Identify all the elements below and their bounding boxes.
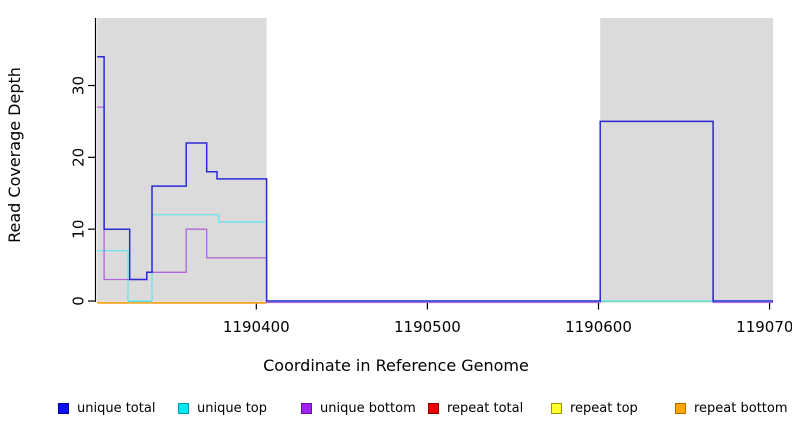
legend-label: repeat top bbox=[570, 400, 638, 416]
x-tick-label: 1190400 bbox=[223, 318, 290, 336]
x-axis-title: Coordinate in Reference Genome bbox=[263, 356, 529, 375]
legend-item-unique-top: unique top bbox=[178, 398, 267, 418]
y-tick-label: 30 bbox=[70, 76, 88, 95]
legend-swatch-icon bbox=[58, 402, 69, 414]
legend-label: repeat bottom bbox=[694, 400, 788, 416]
y-axis-title-text: Read Coverage Depth bbox=[4, 67, 24, 243]
legend-item-unique-bottom: unique bottom bbox=[301, 398, 416, 418]
y-tick-label: 0 bbox=[70, 296, 88, 306]
legend-swatch-icon bbox=[551, 402, 562, 414]
x-tick-label: 1190600 bbox=[565, 318, 632, 336]
legend-item-repeat-bottom: repeat bottom bbox=[675, 398, 788, 418]
y-tick-label: 20 bbox=[70, 148, 88, 167]
repeat-region-right bbox=[600, 18, 773, 302]
legend-label: unique bottom bbox=[320, 400, 416, 416]
series-unique-total bbox=[97, 56, 773, 302]
legend: unique total unique top unique bottom repea… bbox=[0, 398, 792, 424]
x-tick-label: 1190500 bbox=[394, 318, 461, 336]
legend-label: repeat total bbox=[447, 400, 524, 416]
legend-swatch-icon bbox=[675, 402, 686, 414]
x-tick-label: 1190700 bbox=[736, 318, 792, 336]
legend-item-unique-total: unique total bbox=[58, 398, 155, 418]
legend-item-repeat-top: repeat top bbox=[551, 398, 638, 418]
y-tick-label: 10 bbox=[70, 220, 88, 239]
legend-swatch-icon bbox=[428, 402, 439, 414]
legend-label: unique top bbox=[197, 400, 268, 416]
legend-swatch-icon bbox=[301, 402, 312, 414]
repeat-region-left bbox=[97, 18, 267, 302]
legend-swatch-icon bbox=[178, 402, 189, 414]
legend-item-repeat-total: repeat total bbox=[428, 398, 523, 418]
legend-label: unique total bbox=[77, 400, 156, 416]
